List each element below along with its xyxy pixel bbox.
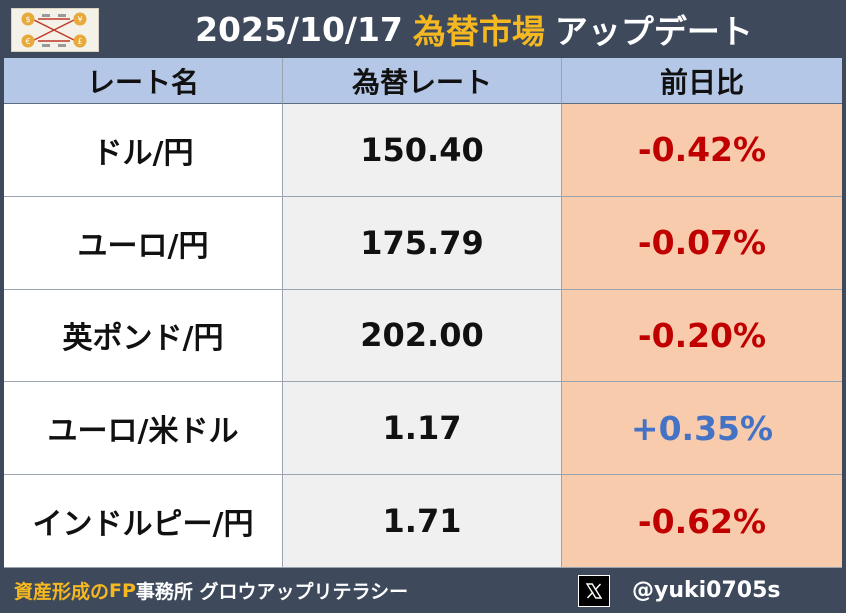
rate-name-cell: ユーロ/米ドル xyxy=(4,382,283,476)
social-handle: @yuki0705s xyxy=(632,578,781,603)
footer-bar: 資産形成の FP 事務所 グロウアップリテラシー @yuki0705s xyxy=(0,568,846,613)
svg-text:¥: ¥ xyxy=(77,15,82,24)
org-part-2: FP xyxy=(109,579,136,602)
rate-value-cell: 1.17 xyxy=(283,382,562,476)
change-cell: -0.07% xyxy=(562,196,842,290)
svg-text:€: € xyxy=(25,37,30,46)
page-title: 2025/10/17 為替市場 アップデート xyxy=(110,6,838,52)
x-logo-icon xyxy=(578,575,610,607)
table-row: 英ポンド/円 202.00 -0.20% xyxy=(4,289,842,383)
title-highlight: 為替市場 xyxy=(412,12,545,51)
change-cell: -0.42% xyxy=(562,104,842,197)
rate-name-cell: 英ポンド/円 xyxy=(4,289,283,383)
rate-value-cell: 202.00 xyxy=(283,289,562,383)
column-header-rate-name: レート名 xyxy=(4,58,283,104)
rate-value-cell: 1.71 xyxy=(283,475,562,568)
exchange-rate-table: レート名 為替レート 前日比 ドル/円 150.40 -0.42% ユーロ/円 … xyxy=(4,58,842,568)
rate-name-cell: ユーロ/円 xyxy=(4,196,283,290)
currency-exchange-diagram-icon: $ ¥ € £ xyxy=(11,8,99,52)
svg-text:£: £ xyxy=(77,37,82,46)
table-row: インドルピー/円 1.71 -0.62% xyxy=(4,475,842,568)
table-row: ドル/円 150.40 -0.42% xyxy=(4,104,842,197)
change-cell: -0.62% xyxy=(562,475,842,568)
header-bar: $ ¥ € £ 2025/10/17 為替市場 アップデート xyxy=(0,0,846,58)
rate-name-cell: インドルピー/円 xyxy=(4,475,283,568)
title-suffix: アップデート xyxy=(554,12,753,51)
rate-value-cell: 150.40 xyxy=(283,104,562,197)
svg-text:$: $ xyxy=(25,15,30,24)
title-date: 2025/10/17 xyxy=(195,9,403,49)
org-part-3: 事務所 グロウアップリテラシー xyxy=(135,581,409,603)
table-row: ユーロ/円 175.79 -0.07% xyxy=(4,196,842,290)
column-header-change: 前日比 xyxy=(562,58,842,104)
change-cell: -0.20% xyxy=(562,289,842,383)
organization-name: 資産形成の FP 事務所 グロウアップリテラシー xyxy=(14,568,408,613)
table-row: ユーロ/米ドル 1.17 +0.35% xyxy=(4,382,842,476)
table-header-row: レート名 為替レート 前日比 xyxy=(4,58,842,104)
org-part-1: 資産形成の xyxy=(14,581,110,603)
rate-name-cell: ドル/円 xyxy=(4,104,283,197)
rate-value-cell: 175.79 xyxy=(283,196,562,290)
column-header-rate: 為替レート xyxy=(283,58,562,104)
change-cell: +0.35% xyxy=(562,382,842,476)
